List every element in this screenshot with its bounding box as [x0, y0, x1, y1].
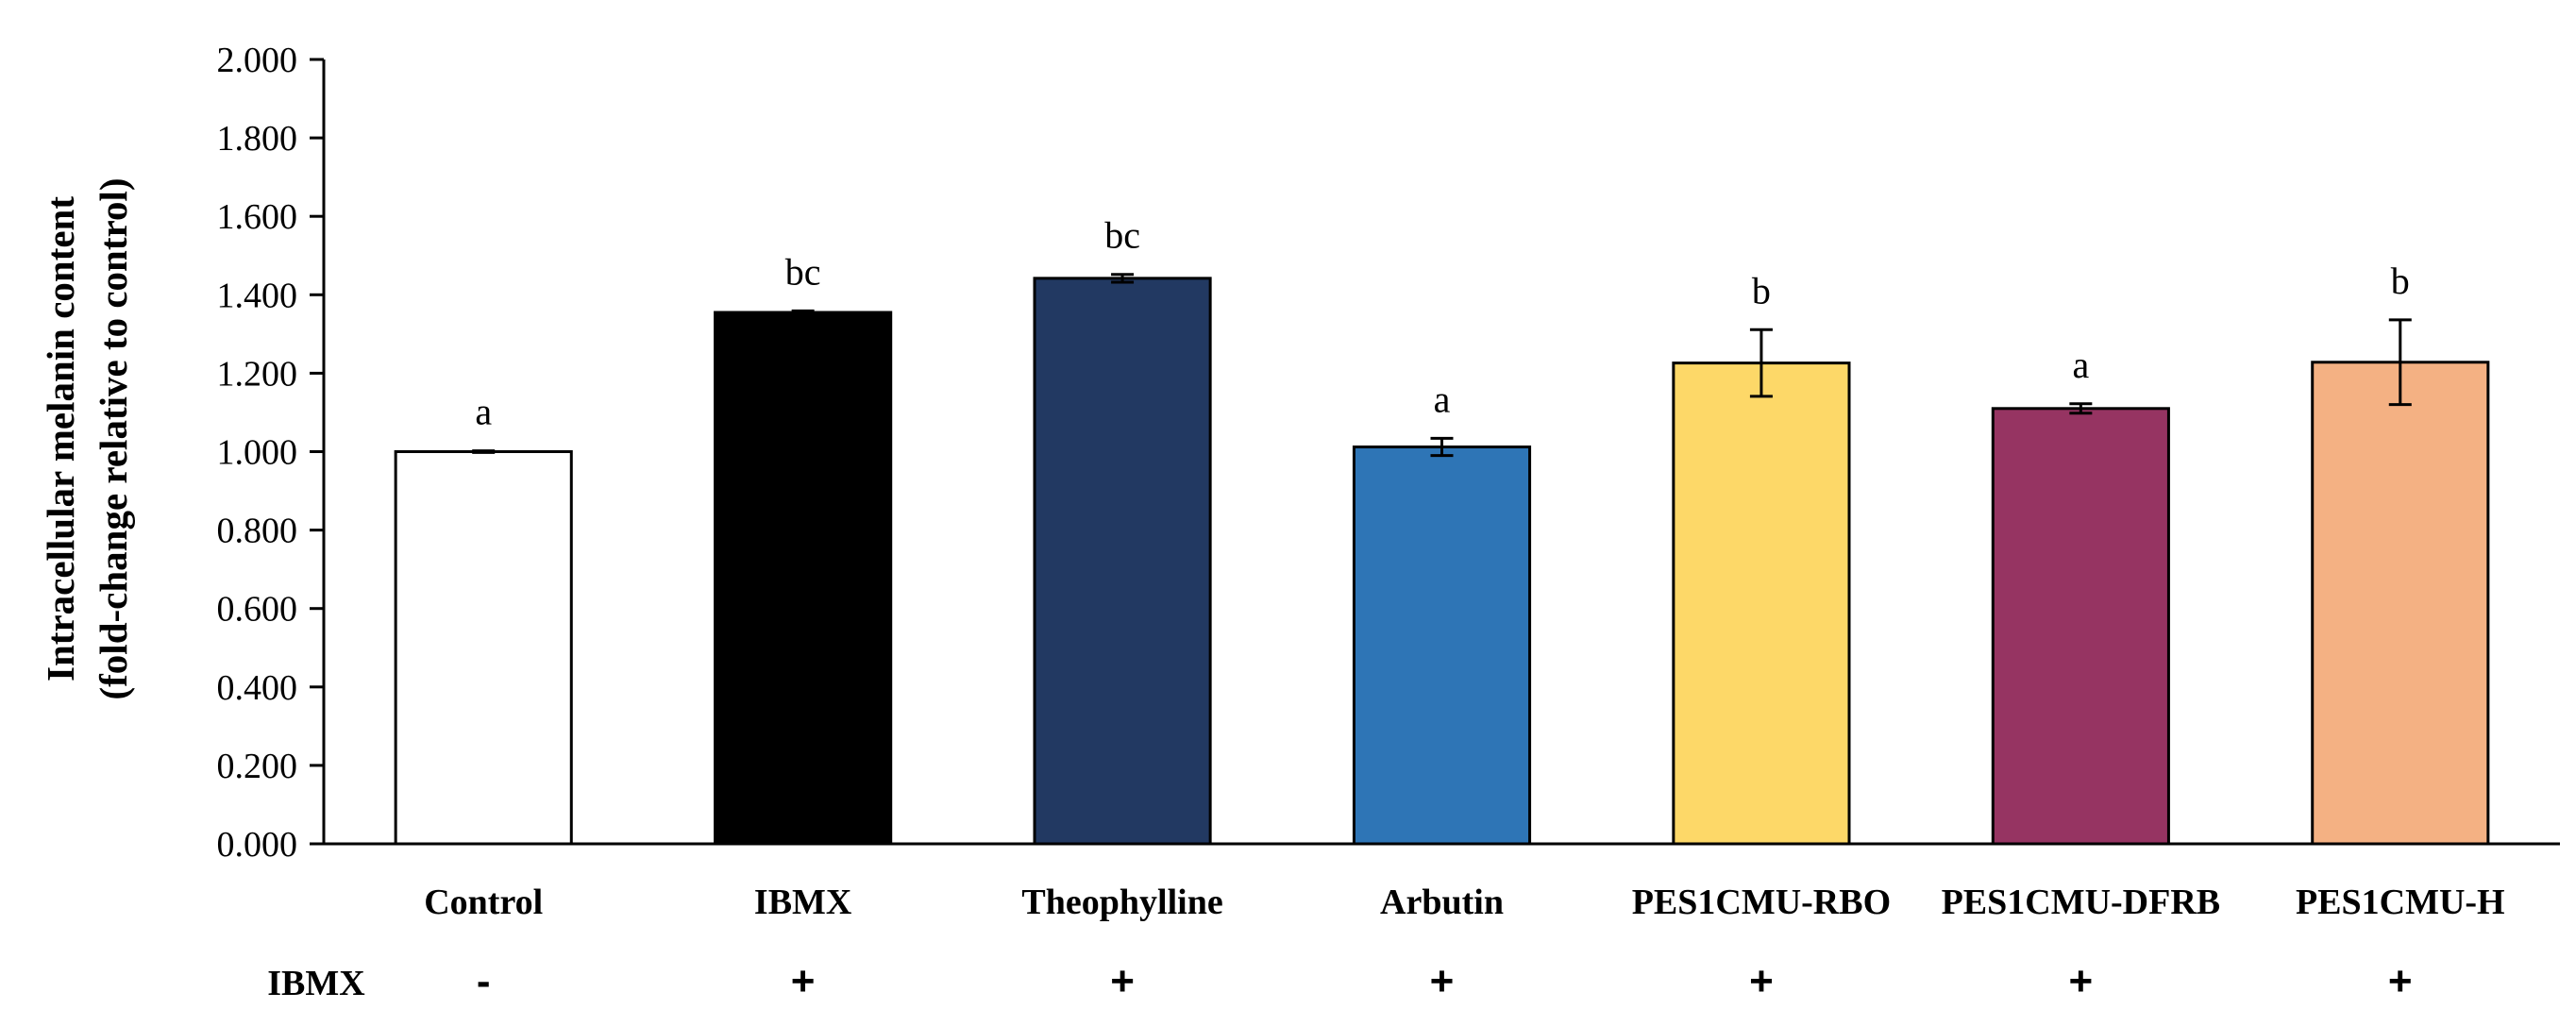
y-tick-label: 0.800 — [217, 512, 298, 551]
y-tick-label: 0.200 — [217, 747, 298, 786]
bar — [394, 450, 573, 846]
significance-letter: a — [475, 391, 492, 433]
ibmx-sign: + — [791, 958, 816, 1004]
bar — [1991, 407, 2170, 846]
bar — [2311, 361, 2490, 846]
ibmx-treatment-row: IBMX - + + + + + + — [267, 958, 2412, 1004]
significance-letter: bc — [785, 250, 821, 293]
significance-letter: a — [2072, 344, 2089, 386]
significance-letter: b — [2391, 260, 2410, 302]
x-axis-categories: Control IBMX Theophylline Arbutin PES1CMU-RB… — [424, 883, 2504, 922]
y-tick-label: 0.000 — [217, 825, 298, 865]
y-tick-label: 2.000 — [217, 41, 298, 80]
ibmx-sign: - — [477, 958, 491, 1004]
category-label: PES1CMU-H — [2296, 883, 2505, 922]
ibmx-sign: + — [2069, 958, 2094, 1004]
y-axis-label: Intracellular melanin content (fold-chan… — [39, 178, 135, 700]
y-tick-label: 0.600 — [217, 590, 298, 630]
y-axis-label-line2: (fold-change relative to control) — [92, 178, 135, 700]
bar — [714, 311, 893, 846]
ibmx-sign: + — [1749, 958, 1774, 1004]
category-label: PES1CMU-RBO — [1632, 883, 1891, 922]
category-label: PES1CMU-DFRB — [1942, 883, 2221, 922]
y-axis-ticks: 0.000 0.200 0.400 0.600 0.800 1.000 1.200 1.400… — [217, 41, 324, 865]
significance-letter: a — [1434, 378, 1451, 420]
y-tick-label: 1.400 — [217, 276, 298, 315]
bar — [1672, 362, 1851, 846]
ibmx-row-label: IBMX — [267, 964, 364, 1003]
ibmx-sign: + — [1430, 958, 1455, 1004]
y-tick-label: 1.800 — [217, 119, 298, 159]
y-tick-label: 1.600 — [217, 197, 298, 237]
y-tick-label: 1.200 — [217, 354, 298, 394]
significance-letter: b — [1752, 269, 1771, 311]
ibmx-sign: + — [2388, 958, 2413, 1004]
significance-letter: bc — [1104, 214, 1140, 257]
ibmx-sign: + — [1110, 958, 1135, 1004]
bars: a bc bc a b a b — [394, 214, 2490, 846]
category-label: Theophylline — [1021, 883, 1222, 922]
bar — [1033, 277, 1212, 846]
category-label: Arbutin — [1380, 883, 1504, 922]
y-tick-label: 0.400 — [217, 668, 298, 708]
y-tick-label: 1.000 — [217, 433, 298, 473]
category-label: Control — [424, 883, 543, 922]
bar — [1352, 446, 1532, 846]
category-label: IBMX — [754, 883, 851, 922]
y-axis-label-line1: Intracellular melanin content — [39, 196, 82, 681]
